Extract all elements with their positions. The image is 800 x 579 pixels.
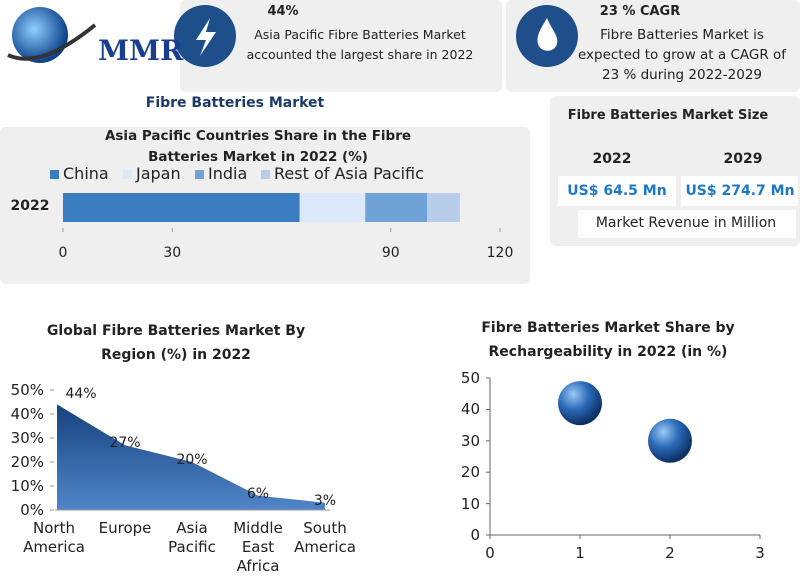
data-label: 44% — [65, 386, 97, 403]
bar-segment — [63, 193, 300, 222]
data-label: 3% — [313, 492, 337, 509]
logo-text: MMR — [98, 34, 184, 67]
area — [57, 404, 325, 510]
x-tick-label: 3 — [755, 544, 765, 562]
x-tick-label: 0 — [485, 544, 495, 562]
legend-swatch — [50, 170, 59, 179]
y-tick-label: 30 — [460, 431, 480, 450]
x-tick-label: Europe — [98, 519, 152, 537]
y-tick-label: 20 — [460, 463, 480, 482]
stat-headline: 44% — [267, 4, 299, 19]
stat-box — [506, 0, 800, 92]
y-tick-label: 40% — [10, 405, 44, 423]
stat-text: Fibre Batteries Market is expected to gr… — [577, 27, 787, 83]
legend-swatch — [261, 170, 270, 179]
data-label: 20% — [176, 452, 208, 468]
stat-box — [180, 0, 502, 92]
section-title: Fibre Batteries Market — [145, 95, 325, 111]
x-tick-label: 30 — [163, 245, 182, 261]
year: 2022 — [592, 151, 632, 167]
legend-swatch — [123, 170, 132, 179]
legend-label: Japan — [136, 164, 181, 183]
legend-label: India — [208, 164, 248, 183]
logo-swoosh — [7, 23, 97, 61]
logo-globe — [12, 7, 68, 63]
note-box — [578, 210, 796, 238]
bar-segment — [299, 193, 366, 222]
bar-segment — [427, 193, 460, 222]
year: 2029 — [723, 151, 763, 167]
x-tick-label: South America — [294, 519, 356, 556]
x-tick-label: North America — [23, 519, 85, 556]
x-tick-label: 1 — [575, 544, 585, 562]
bar-segment — [365, 193, 428, 222]
size-box — [550, 96, 800, 246]
x-tick-label: 2 — [665, 544, 675, 562]
stat-headline: 23 % CAGR — [599, 4, 681, 19]
y-tick-label: 0% — [20, 501, 44, 519]
chart-title: Global Fibre Batteries Market By Region … — [46, 323, 306, 363]
bolt-icon — [196, 18, 216, 56]
x-tick-label: Middle East Africa — [233, 519, 283, 575]
size-note: Market Revenue in Million — [595, 215, 777, 231]
legend-label: China — [63, 164, 109, 183]
flame-icon — [537, 18, 558, 51]
y-tick-label: 10% — [10, 477, 44, 495]
y-tick-label: 20% — [10, 453, 44, 471]
size-value: US$ 64.5 Mn — [567, 183, 667, 199]
chart-title: Fibre Batteries Market Share by Recharge… — [481, 320, 735, 360]
data-label: 6% — [246, 485, 270, 502]
x-tick-label: 0 — [58, 245, 68, 261]
legend-label: Rest of Asia Pacific — [274, 164, 424, 183]
x-tick-label: 90 — [381, 245, 400, 261]
size-value: US$ 274.7 Mn — [685, 183, 795, 199]
y-tick-label: 0 — [470, 526, 480, 544]
y-tick-label: 50% — [10, 381, 44, 399]
stat-text: Asia Pacific Fibre Batteries Market acco… — [246, 27, 474, 62]
y-tick-label: 10 — [460, 494, 480, 513]
legend-swatch — [195, 170, 204, 179]
x-tick-label: 120 — [486, 245, 514, 261]
chart-title: Asia Pacific Countries Share in the Fibr… — [104, 128, 412, 165]
x-tick-label: Asia Pacific — [168, 519, 216, 556]
bubble — [648, 418, 692, 463]
y-tick-label: 30% — [10, 429, 44, 447]
data-label: 27% — [109, 435, 141, 452]
y-tick-label: 40 — [460, 400, 480, 419]
y-tick-label: 2022 — [10, 198, 50, 214]
value-box — [681, 176, 798, 206]
size-title: Fibre Batteries Market Size — [567, 108, 769, 123]
y-tick-label: 50 — [460, 369, 480, 387]
bubble — [558, 381, 602, 426]
value-box — [558, 176, 676, 206]
